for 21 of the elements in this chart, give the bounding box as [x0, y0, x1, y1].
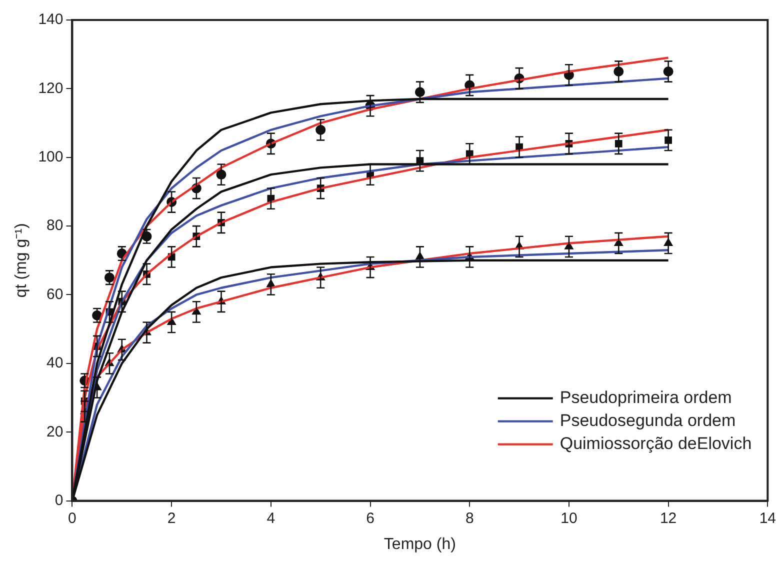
x-tick-label: 12 — [660, 510, 677, 527]
x-tick-label: 0 — [68, 510, 76, 527]
y-tick-label: 40 — [46, 354, 64, 372]
y-tick-label: 80 — [46, 217, 64, 234]
x-tick-label: 2 — [167, 510, 176, 527]
x-axis-title: Tempo (h) — [384, 536, 456, 553]
y-tick-label: 140 — [38, 11, 64, 28]
y-tick-label: 120 — [38, 80, 64, 97]
x-tick-label: 6 — [366, 510, 374, 527]
y-tick-label: 60 — [46, 286, 64, 303]
legend-label: Pseudoprimeira ordem — [560, 388, 732, 407]
y-axis-title: qt (mg g⁻¹) — [13, 223, 30, 298]
y-tick-label: 20 — [46, 423, 64, 440]
y-tick-label: 100 — [38, 148, 64, 166]
x-tick-label: 10 — [560, 510, 578, 527]
x-tick-label: 8 — [465, 510, 474, 527]
y-tick-label: 0 — [54, 492, 64, 509]
x-tick-label: 14 — [759, 510, 776, 527]
x-tick-label: 4 — [266, 510, 276, 527]
legend-label: Quimiossorção deElovich — [560, 434, 752, 453]
legend-label: Pseudosegunda ordem — [560, 410, 736, 430]
